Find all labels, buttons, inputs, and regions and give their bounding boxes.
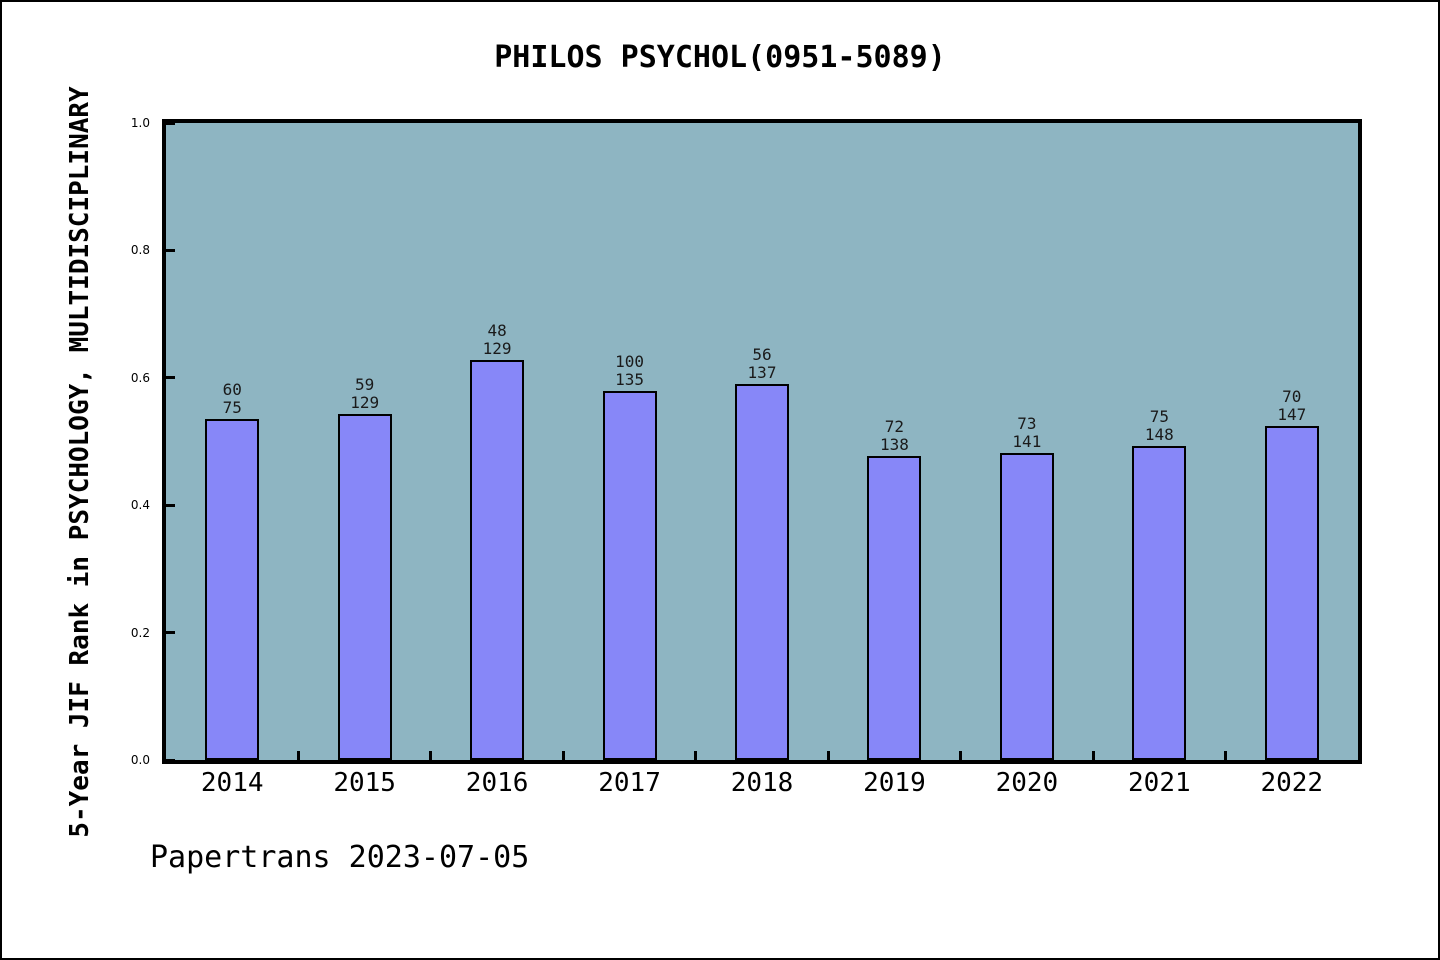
bar-value-label: 59 129 (350, 375, 380, 412)
bar-value-label: 60 75 (222, 380, 242, 417)
y-tick-label: 0.8 (130, 243, 150, 258)
y-tick-mark (166, 503, 175, 507)
plot-inner: 60 75 59 129 48 129 100 135 56 137 72 138 73 1… (166, 121, 1358, 762)
x-tick-mark (694, 751, 698, 760)
y-tick-label: 1.0 (130, 116, 150, 130)
bar-value-label: 73 141 (1012, 414, 1042, 451)
x-tick-label: 2015 (333, 768, 396, 798)
y-tick-mark (166, 248, 175, 252)
x-tick-mark (1091, 751, 1095, 760)
bar (735, 384, 789, 760)
chart-title: PHILOS PSYCHOL(0951-5089) (494, 40, 946, 75)
x-tick-mark (296, 751, 300, 760)
x-tick-label: 2020 (995, 768, 1059, 798)
bar-value-label: 75 148 (1144, 407, 1174, 444)
y-tick-label: 0.4 (130, 498, 150, 513)
bar-value-label: 70 147 (1277, 387, 1307, 424)
y-tick-mark (166, 376, 175, 380)
x-tick-label: 2021 (1128, 768, 1191, 798)
x-tick-mark (1224, 751, 1228, 760)
x-tick-mark (959, 751, 963, 760)
y-axis-label: 5-Year JIF Rank in PSYCHOLOGY, MULTIDISC… (65, 86, 95, 838)
x-tick-mark (826, 751, 830, 760)
bar (470, 360, 525, 760)
bar (867, 456, 922, 760)
y-tick-label: 0.2 (130, 625, 150, 640)
x-tick-label: 2014 (200, 768, 264, 798)
x-tick-label: 2016 (465, 768, 529, 798)
bar (602, 391, 657, 760)
bar-value-label: 56 137 (747, 345, 777, 382)
y-tick-label: 0.0 (130, 753, 150, 767)
x-tick-mark (561, 751, 565, 760)
y-tick-mark (166, 631, 175, 635)
plot-area: 60 75 59 129 48 129 100 135 56 137 72 138 73 1… (162, 119, 1362, 764)
y-tick-mark (166, 121, 175, 125)
x-tick-label: 2019 (863, 768, 926, 798)
y-tick-label: 0.6 (130, 370, 150, 385)
bar (337, 414, 392, 760)
watermark-text: Papertrans 2023-07-05 (150, 840, 530, 875)
bar (1132, 446, 1187, 760)
y-tick-mark (166, 758, 175, 762)
x-tick-label: 2022 (1260, 768, 1324, 798)
bar-value-label: 48 129 (482, 321, 512, 358)
bar (205, 419, 260, 760)
bar-value-label: 72 138 (879, 417, 909, 454)
x-tick-label: 2017 (598, 768, 661, 798)
bar (999, 453, 1054, 760)
bar-value-label: 100 135 (615, 352, 644, 389)
bar (1264, 426, 1319, 760)
x-tick-mark (429, 751, 433, 760)
x-tick-label: 2018 (730, 768, 794, 798)
